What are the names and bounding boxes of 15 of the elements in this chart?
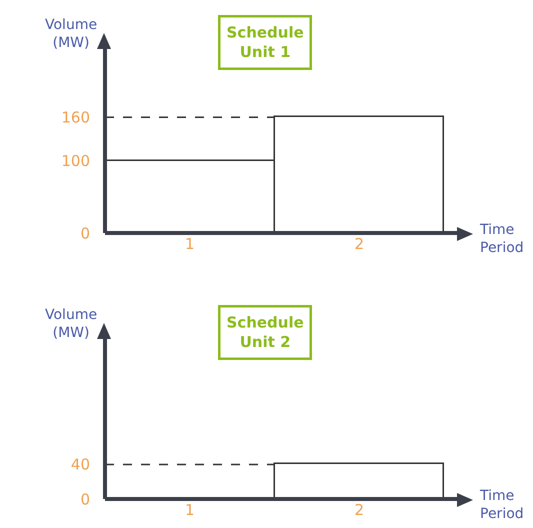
y-tick-label: 0 [80, 224, 90, 242]
y-tick-label: 160 [61, 108, 90, 127]
y-tick-label: 40 [70, 456, 90, 474]
x-axis-title: Time Period [479, 222, 524, 256]
chart-title: Schedule Unit 1 [226, 24, 304, 61]
y-axis-title: Volume (MW) [45, 17, 98, 52]
y-tick-label: 100 [61, 152, 90, 170]
x-tick-label: 1 [184, 235, 195, 253]
x-axis-title: Time Period [479, 488, 524, 522]
x-tick-label: 2 [354, 501, 364, 519]
y-axis-title: Volume (MW) [45, 307, 98, 342]
x-tick-label: 2 [354, 235, 364, 253]
x-tick-label: 1 [184, 501, 195, 519]
chart-title: Schedule Unit 2 [226, 314, 304, 351]
y-tick-label: 0 [80, 490, 90, 508]
